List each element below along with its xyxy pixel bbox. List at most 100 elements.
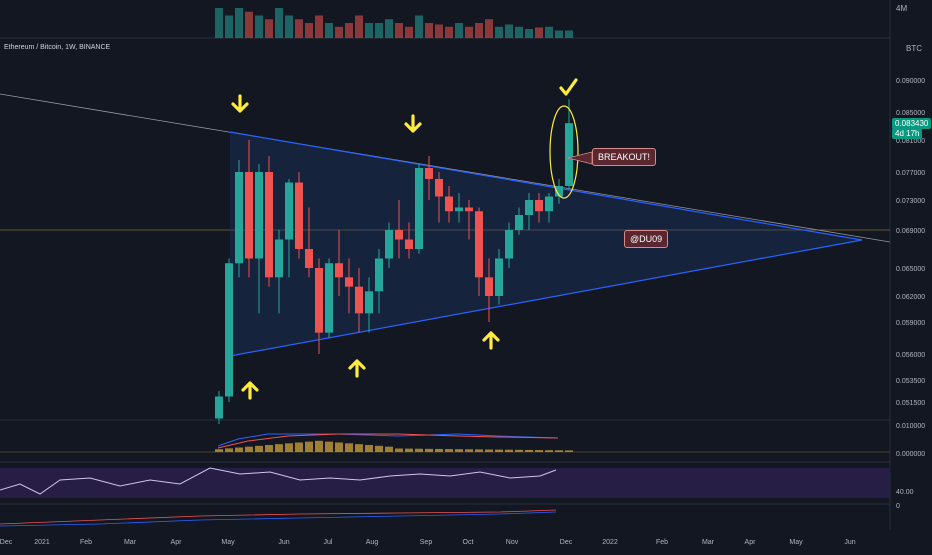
candle	[475, 211, 483, 278]
candle	[555, 186, 563, 197]
candle	[215, 396, 223, 419]
volume-bar	[525, 29, 533, 38]
descending-trendline	[0, 93, 891, 243]
volume-bar	[535, 27, 543, 38]
candle	[545, 196, 553, 212]
arrow-up-icon	[348, 359, 366, 378]
candle	[385, 230, 393, 259]
macd-histogram-bar	[355, 444, 363, 452]
volume-bar	[285, 15, 293, 38]
macd-histogram-bar	[555, 450, 563, 452]
candle	[445, 196, 453, 212]
macd-histogram-bar	[455, 449, 463, 452]
macd-histogram-bar	[235, 447, 243, 452]
volume-bar	[555, 30, 563, 38]
arrow-up-icon	[241, 381, 259, 400]
price-tick-label: 0.059000	[896, 320, 925, 327]
macd-histogram-bar	[265, 445, 273, 452]
candle	[525, 200, 533, 215]
time-tick-label: Jun	[844, 539, 855, 546]
volume-bar	[485, 19, 493, 38]
macd-tick-label: 0.000000	[896, 451, 925, 458]
time-tick-label: Apr	[745, 539, 757, 546]
candle	[225, 263, 233, 397]
candle	[505, 230, 513, 259]
volume-bar	[505, 24, 513, 38]
price-tick-label: 0.081000	[896, 138, 925, 145]
time-tick-label: Dec	[0, 539, 13, 546]
currency-badge[interactable]: BTC	[906, 44, 922, 53]
candle	[395, 230, 403, 240]
volume-bar	[515, 26, 523, 38]
macd-histogram-bar	[325, 441, 333, 452]
price-tick-label: 0.065000	[896, 266, 925, 273]
author-annotation[interactable]: @DU09	[624, 230, 669, 248]
macd-histogram-bar	[505, 449, 513, 452]
macd-histogram-bar	[425, 448, 433, 452]
volume-bar	[425, 23, 433, 38]
macd-histogram-bar	[375, 445, 383, 452]
volume-bar	[445, 26, 453, 38]
rsi-tick-label: 40.00	[896, 489, 914, 496]
price-tick-label: 0.090000	[896, 78, 925, 85]
macd-histogram-bar	[535, 450, 543, 452]
arrow-down-icon	[404, 114, 422, 133]
macd-histogram-bar	[545, 450, 553, 452]
breakout-annotation[interactable]: BREAKOUT!	[592, 148, 657, 166]
candle	[495, 258, 503, 296]
rsi-band	[0, 468, 890, 498]
macd-histogram-bar	[295, 442, 303, 452]
candle	[405, 239, 413, 249]
candle	[295, 182, 303, 249]
macd-histogram-bar	[435, 448, 443, 452]
macd-histogram-bar	[515, 449, 523, 452]
candle	[565, 123, 573, 186]
current-price-tag: 0.083430	[892, 118, 932, 129]
price-tick-label: 0.053500	[896, 378, 925, 385]
candle	[265, 172, 273, 278]
time-tick-label: May	[221, 539, 235, 546]
price-tick-label: 0.051500	[896, 400, 925, 407]
volume-bar	[225, 15, 233, 38]
macd-histogram-bar	[525, 449, 533, 452]
candle	[515, 215, 523, 230]
candle	[465, 207, 473, 212]
triangle-upper-line	[229, 131, 863, 241]
candle	[375, 258, 383, 292]
time-tick-label: Mar	[124, 539, 137, 546]
time-tick-label: 2021	[34, 539, 50, 546]
macd-histogram-bar	[445, 449, 453, 452]
macd-histogram-bar	[255, 445, 263, 452]
chart-title: Ethereum / Bitcoin, 1W, BINANCE	[4, 44, 111, 51]
macd-signal-line	[217, 433, 559, 449]
macd-histogram-bar	[335, 442, 343, 452]
candle	[325, 263, 333, 333]
arrow-up-icon	[482, 331, 500, 350]
candle	[315, 268, 323, 333]
time-tick-label: Apr	[171, 539, 183, 546]
macd-tick-label: 0.010000	[896, 423, 925, 430]
volume-bar	[335, 26, 343, 38]
candle	[415, 168, 423, 249]
candle	[355, 286, 363, 314]
volume-bar	[295, 19, 303, 38]
time-tick-label: Oct	[463, 539, 474, 546]
candle	[435, 179, 443, 197]
bottom-indicator-line	[0, 509, 557, 525]
candle	[535, 200, 543, 212]
macd-histogram-bar	[365, 445, 373, 452]
time-tick-label: Dec	[560, 539, 573, 546]
time-tick-label: Aug	[366, 539, 379, 546]
macd-histogram-bar	[215, 449, 223, 452]
candle	[245, 172, 253, 259]
time-tick-label: Jul	[324, 539, 333, 546]
macd-histogram-bar	[315, 440, 323, 452]
volume-bar	[345, 23, 353, 38]
macd-histogram-bar	[305, 441, 313, 452]
volume-bar	[305, 23, 313, 38]
volume-bar	[235, 8, 243, 38]
macd-histogram-bar	[415, 448, 423, 452]
candle	[305, 249, 313, 268]
